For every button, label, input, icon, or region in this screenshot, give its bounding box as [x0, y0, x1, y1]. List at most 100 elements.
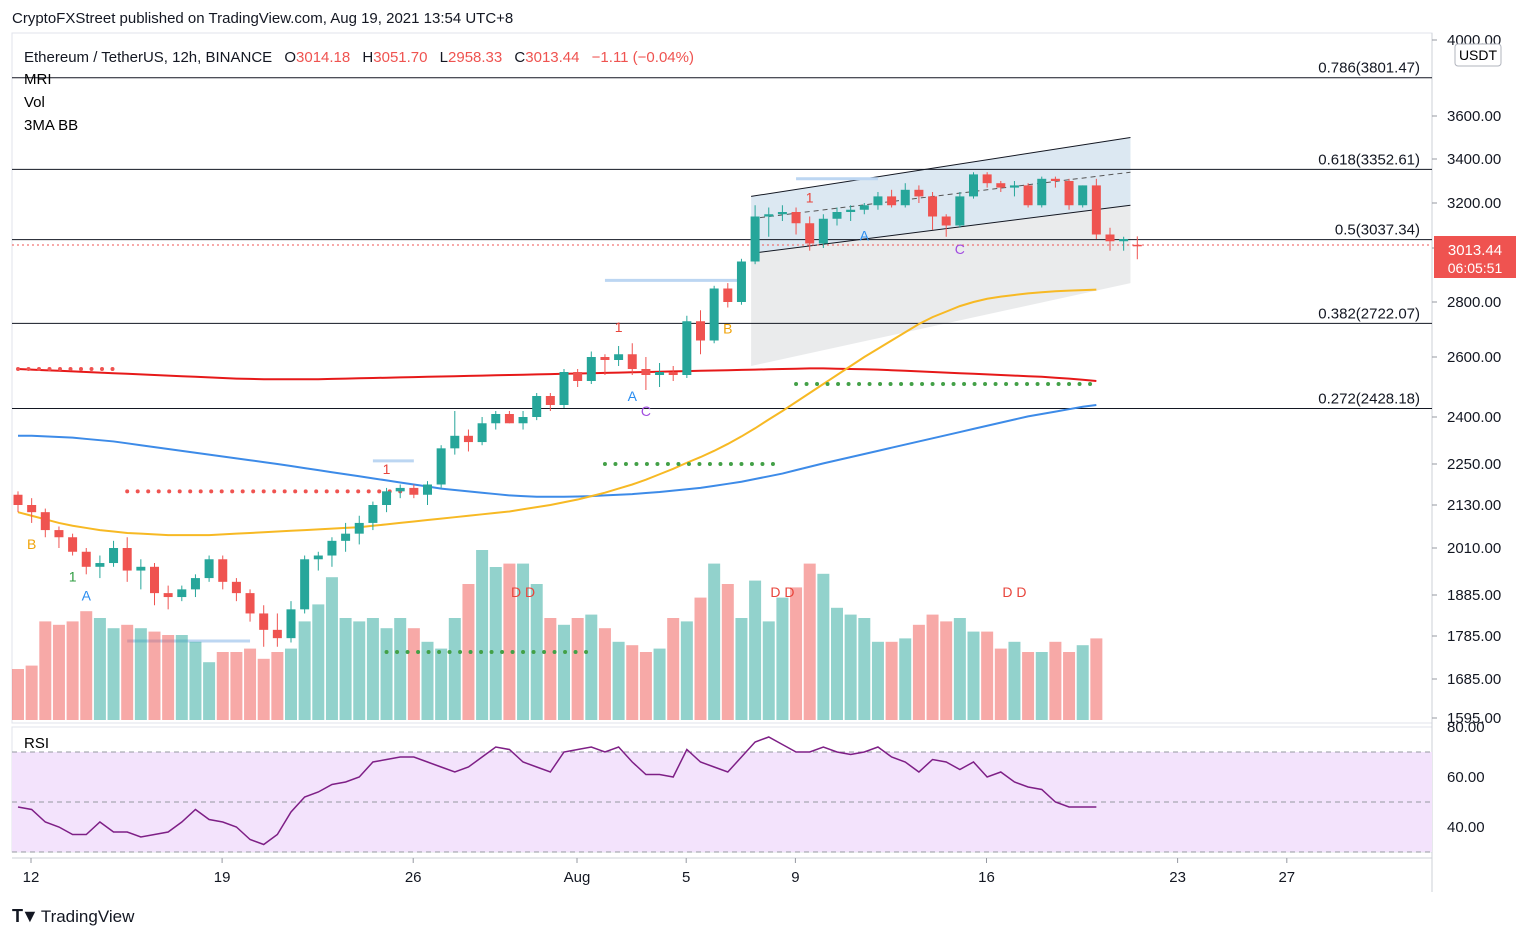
volume-bar: [203, 662, 216, 720]
time-axis-label: 26: [405, 869, 422, 886]
support-dot: [644, 462, 649, 466]
volume-bar: [25, 665, 38, 720]
volume-bar: [517, 563, 530, 720]
volume-bar: [244, 648, 257, 720]
candle-down: [1064, 181, 1074, 206]
tradingview-logo[interactable]: T▼ TradingView: [12, 906, 134, 927]
resistance-dot: [251, 489, 256, 494]
support-dot: [1014, 382, 1019, 386]
volume-bar: [981, 631, 994, 720]
volume-bar: [285, 648, 297, 720]
rsi-pane-label[interactable]: RSI: [24, 735, 49, 752]
price-axis-label: 3400.00: [1447, 151, 1501, 168]
volume-bar: [885, 641, 898, 720]
volume-bar: [148, 631, 161, 720]
volume-bar: [585, 614, 598, 720]
candle-up: [682, 321, 692, 375]
volume-bar: [831, 607, 843, 720]
candle-down: [163, 593, 173, 598]
resistance-dot: [146, 489, 151, 494]
ohlc-low-label: L: [440, 49, 448, 66]
support-dot: [739, 462, 744, 466]
resistance-dot: [209, 489, 214, 494]
last-price-value: 3013.44: [1448, 242, 1502, 259]
volume-bar: [680, 621, 693, 720]
volume-bar: [107, 628, 120, 720]
candle-up: [300, 559, 310, 610]
support-dot: [728, 462, 733, 466]
fib-level-label: 0.618(3352.61): [1318, 151, 1420, 168]
candle-down: [504, 414, 514, 424]
indicator-mri-label[interactable]: MRI: [24, 71, 52, 88]
currency-badge[interactable]: [1454, 43, 1502, 67]
resistance-dot: [303, 489, 308, 494]
volume-support-dot: [510, 650, 515, 654]
signal-label: A: [628, 388, 638, 404]
candle-down: [1091, 185, 1101, 235]
volume-support-dot: [531, 650, 536, 654]
bar-countdown: 06:05:51: [1448, 260, 1503, 276]
volume-support-dot: [542, 650, 547, 654]
support-dot: [1004, 382, 1009, 386]
ohlc-close-label: C: [514, 49, 525, 66]
volume-bar: [967, 631, 980, 720]
volume-bar: [612, 641, 625, 720]
volume-signal-label: D D: [770, 584, 794, 600]
volume-support-dot: [416, 650, 421, 654]
support-dot: [686, 462, 691, 466]
support-dot: [1067, 382, 1072, 386]
volume-bar: [93, 618, 106, 720]
indicator-vol-label[interactable]: Vol: [24, 94, 45, 111]
volume-support-dot: [479, 650, 484, 654]
support-dot: [878, 382, 883, 386]
resistance-dot: [198, 489, 203, 494]
volume-support-dot: [395, 650, 400, 654]
resistance-dot: [110, 367, 115, 371]
resistance-dot: [282, 489, 287, 494]
candle-down: [996, 183, 1006, 188]
resistance-dot: [261, 489, 266, 494]
candle-down: [409, 487, 419, 495]
candle-down: [245, 593, 255, 614]
indicator-3mabb-label[interactable]: 3MA BB: [24, 117, 78, 134]
volume-bar: [626, 645, 639, 720]
volume-bar: [80, 611, 93, 720]
candle-up: [341, 533, 351, 541]
price-axis-label: 3600.00: [1447, 108, 1501, 125]
volume-bar: [667, 618, 680, 720]
tradingview-brand: TradingView: [40, 906, 135, 926]
svg-text:Ethereum / TetherUS, 12h, BINA: Ethereum / TetherUS, 12h, BINANCE O3014.…: [24, 49, 694, 66]
last-price-tag: [1434, 236, 1516, 278]
volume-bar: [1063, 652, 1076, 720]
time-axis-label: 16: [978, 869, 995, 886]
candle-down: [1132, 244, 1142, 247]
volume-support-dot: [563, 650, 568, 654]
support-dot: [665, 462, 670, 466]
time-axis-label: 5: [682, 869, 690, 886]
candle-up: [436, 448, 446, 485]
volume-bar: [230, 652, 243, 720]
ohlc-high: 3051.70: [373, 49, 427, 66]
fib-level-label: 0.272(2428.18): [1318, 391, 1420, 408]
volume-support-dot: [552, 650, 557, 654]
ohlc-change: −1.11 (−0.04%): [592, 49, 694, 66]
candle-down: [1050, 178, 1060, 181]
volume-bar: [312, 604, 325, 720]
support-dot: [825, 382, 830, 386]
candle-down: [627, 354, 637, 369]
support-dot: [920, 382, 925, 386]
candle-up: [190, 578, 200, 590]
support-dot: [836, 382, 841, 386]
support-dot: [634, 462, 639, 466]
symbol-title[interactable]: Ethereum / TetherUS, 12h, BINANCE: [24, 49, 272, 66]
candle-up: [777, 212, 787, 215]
price-axis-label: 1595.00: [1447, 710, 1501, 727]
candle-up: [969, 174, 978, 197]
volume-bar: [39, 621, 52, 720]
signal-label: C: [641, 403, 651, 419]
candle-down: [1105, 234, 1115, 242]
resistance-dot: [125, 489, 130, 494]
candle-down: [641, 369, 651, 375]
support-dot: [655, 462, 660, 466]
